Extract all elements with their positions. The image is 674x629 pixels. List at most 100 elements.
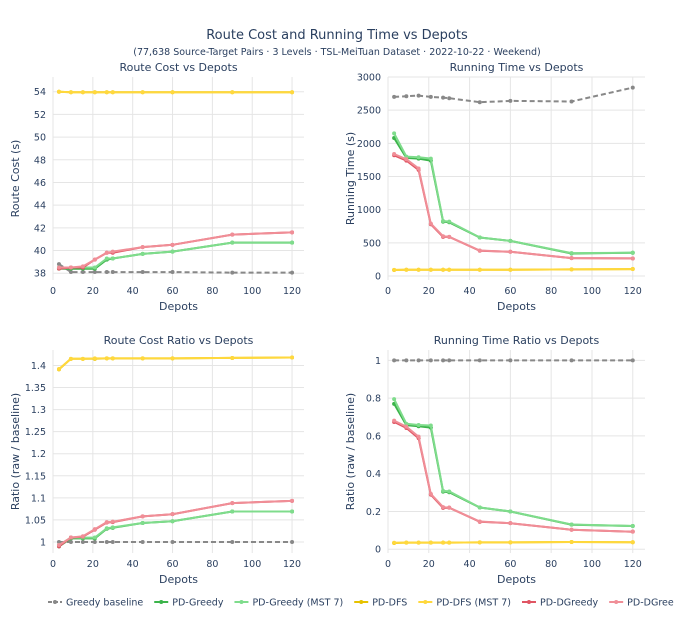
x-tick-label: 20 <box>87 286 99 297</box>
data-point <box>428 221 433 226</box>
y-tick-label: 0.2 <box>366 507 381 518</box>
data-point <box>110 270 115 275</box>
data-point <box>447 96 452 101</box>
data-point <box>508 249 513 254</box>
series-pd-dgreedy-mst-7 <box>392 151 635 261</box>
data-point <box>140 514 145 519</box>
x-tick-label: 0 <box>385 559 391 570</box>
y-tick-label: 52 <box>34 110 46 121</box>
data-point <box>170 242 175 247</box>
panel-title: Running Time vs Depots <box>450 61 584 74</box>
legend-marker <box>614 600 619 604</box>
y-tick-label: 1.05 <box>25 515 46 526</box>
data-point <box>392 397 397 402</box>
data-point <box>140 245 145 250</box>
series-pd-dfs-mst-7 <box>392 267 635 272</box>
x-tick-label: 100 <box>583 286 601 297</box>
data-point <box>630 250 635 255</box>
data-point <box>404 424 409 429</box>
data-point <box>392 418 397 423</box>
x-tick-label: 40 <box>464 559 476 570</box>
data-point <box>290 230 295 235</box>
data-point <box>68 356 73 361</box>
x-tick-label: 80 <box>545 286 557 297</box>
data-point <box>290 509 295 514</box>
figure-title: Route Cost and Running Time vs Depots <box>206 28 468 43</box>
data-point <box>92 535 97 540</box>
data-point <box>392 540 397 545</box>
series-line <box>59 241 292 269</box>
data-point <box>630 523 635 528</box>
data-point <box>447 540 452 545</box>
panel-title: Running Time Ratio vs Depots <box>434 334 600 347</box>
data-point <box>92 539 97 544</box>
legend[interactable]: Greedy baseline PD-Greedy PD-Greedy (MST 7… <box>48 598 674 609</box>
data-point <box>447 234 452 239</box>
data-point <box>404 94 409 99</box>
data-point <box>80 534 85 539</box>
series-pd-dfs-mst-7 <box>56 89 295 95</box>
legend-item[interactable]: PD-DGreedy (MST 7) <box>609 598 674 609</box>
data-point <box>477 505 482 510</box>
series-greedy-baseline <box>392 85 635 105</box>
data-point <box>477 519 482 524</box>
y-tick-label: 0.4 <box>366 469 381 480</box>
data-point <box>110 539 115 544</box>
series-greedy-baseline <box>392 358 635 363</box>
y-tick-label: 3000 <box>357 73 381 84</box>
legend-label: PD-DFS (MST 7) <box>436 598 511 609</box>
x-tick-label: 100 <box>243 559 261 570</box>
data-point <box>68 539 73 544</box>
y-tick-label: 0.6 <box>366 431 381 442</box>
y-tick-label: 48 <box>34 155 46 166</box>
x-tick-label: 120 <box>283 286 301 297</box>
x-tick-label: 40 <box>464 286 476 297</box>
series-pd-greedy-mst-7 <box>392 131 635 256</box>
series-line <box>393 137 633 255</box>
legend-marker <box>423 600 428 604</box>
y-axis-label: Route Cost (s) <box>9 140 22 218</box>
data-point <box>441 358 446 363</box>
legend-marker <box>239 600 244 604</box>
x-tick-label: 0 <box>385 286 391 297</box>
data-point <box>508 521 513 526</box>
data-point <box>428 267 433 272</box>
y-tick-label: 2000 <box>357 139 381 150</box>
legend-marker <box>359 600 364 604</box>
legend-item[interactable]: PD-Greedy <box>154 598 224 609</box>
x-tick-label: 80 <box>206 286 218 297</box>
chart-panel-3: Route Cost Ratio vs Depots 0 20 40 60 80 100 12… <box>9 334 304 586</box>
series-pd-dgreedy-mst-7 <box>392 418 635 534</box>
y-tick-label: 54 <box>34 87 46 98</box>
data-point <box>92 356 97 361</box>
data-point <box>140 270 145 275</box>
data-point <box>68 270 73 275</box>
data-point <box>447 489 452 494</box>
legend-item[interactable]: PD-DFS <box>354 598 407 609</box>
series-line <box>58 263 292 274</box>
data-point <box>170 539 175 544</box>
data-point <box>80 90 85 95</box>
data-point <box>56 539 61 544</box>
legend-item[interactable]: Greedy baseline <box>48 598 143 609</box>
data-point <box>104 539 109 544</box>
data-point <box>441 267 446 272</box>
data-point <box>230 509 235 514</box>
y-tick-label: 500 <box>363 238 381 249</box>
data-point <box>428 423 433 428</box>
data-point <box>56 366 61 371</box>
legend-item[interactable]: PD-DGreedy <box>521 598 599 609</box>
legend-item[interactable]: PD-Greedy (MST 7) <box>234 598 343 609</box>
data-point <box>477 540 482 545</box>
x-tick-label: 0 <box>50 559 56 570</box>
y-tick-label: 0 <box>375 545 381 556</box>
legend-item[interactable]: PD-DFS (MST 7) <box>418 598 511 609</box>
legend-label: PD-DGreedy (MST 7) <box>627 598 674 609</box>
legend-marker <box>526 600 531 604</box>
data-point <box>56 89 61 94</box>
series-line <box>58 499 293 546</box>
data-point <box>447 267 452 272</box>
data-point <box>569 256 574 261</box>
data-point <box>392 131 397 136</box>
